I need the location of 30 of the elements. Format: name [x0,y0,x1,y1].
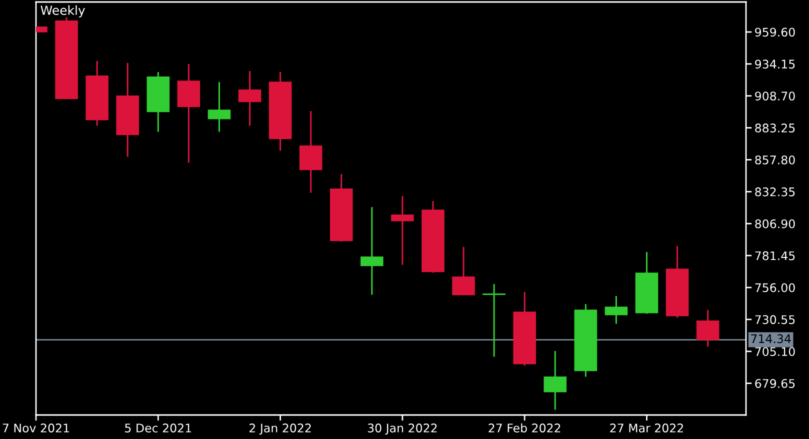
x-tick-label: 30 Jan 2022 [368,424,437,435]
y-tick-label: 832.35 [755,187,795,196]
ref-line-label: 714.34 [751,334,791,344]
y-tick-label: 730.55 [755,315,795,324]
y-tick-label: 908.70 [755,92,795,101]
x-tick-label: 7 Nov 2021 [2,424,69,432]
candlestick [604,295,628,325]
x-tick-label: 5 Dec 2021 [125,424,192,432]
x-tick-label: 2 Jan 2022 [250,424,311,435]
y-tick-label: 857.80 [755,155,795,164]
candlestick [452,246,475,296]
chart-title: Weekly [40,5,86,18]
candlestick [238,70,262,126]
y-tick-label: 934.15 [755,60,795,69]
candlestick [482,283,506,358]
y-tick-label: 705.10 [755,347,795,356]
candlestick [360,206,384,296]
candlestick [544,350,567,410]
candlestick [208,81,231,133]
candlestick [299,110,322,194]
y-tick-label: 959.60 [755,28,795,37]
y-tick-label: 756.00 [755,283,795,292]
x-tick-label: 27 Mar 2022 [610,424,683,432]
y-tick-label: 781.45 [755,251,795,260]
y-tick-label: 679.65 [755,379,795,388]
candlestick [696,309,720,348]
y-tick-label: 806.90 [755,219,795,228]
candlestick [391,195,414,266]
x-tick-label: 27 Feb 2022 [488,423,560,432]
y-tick-label: 883.25 [755,124,795,132]
